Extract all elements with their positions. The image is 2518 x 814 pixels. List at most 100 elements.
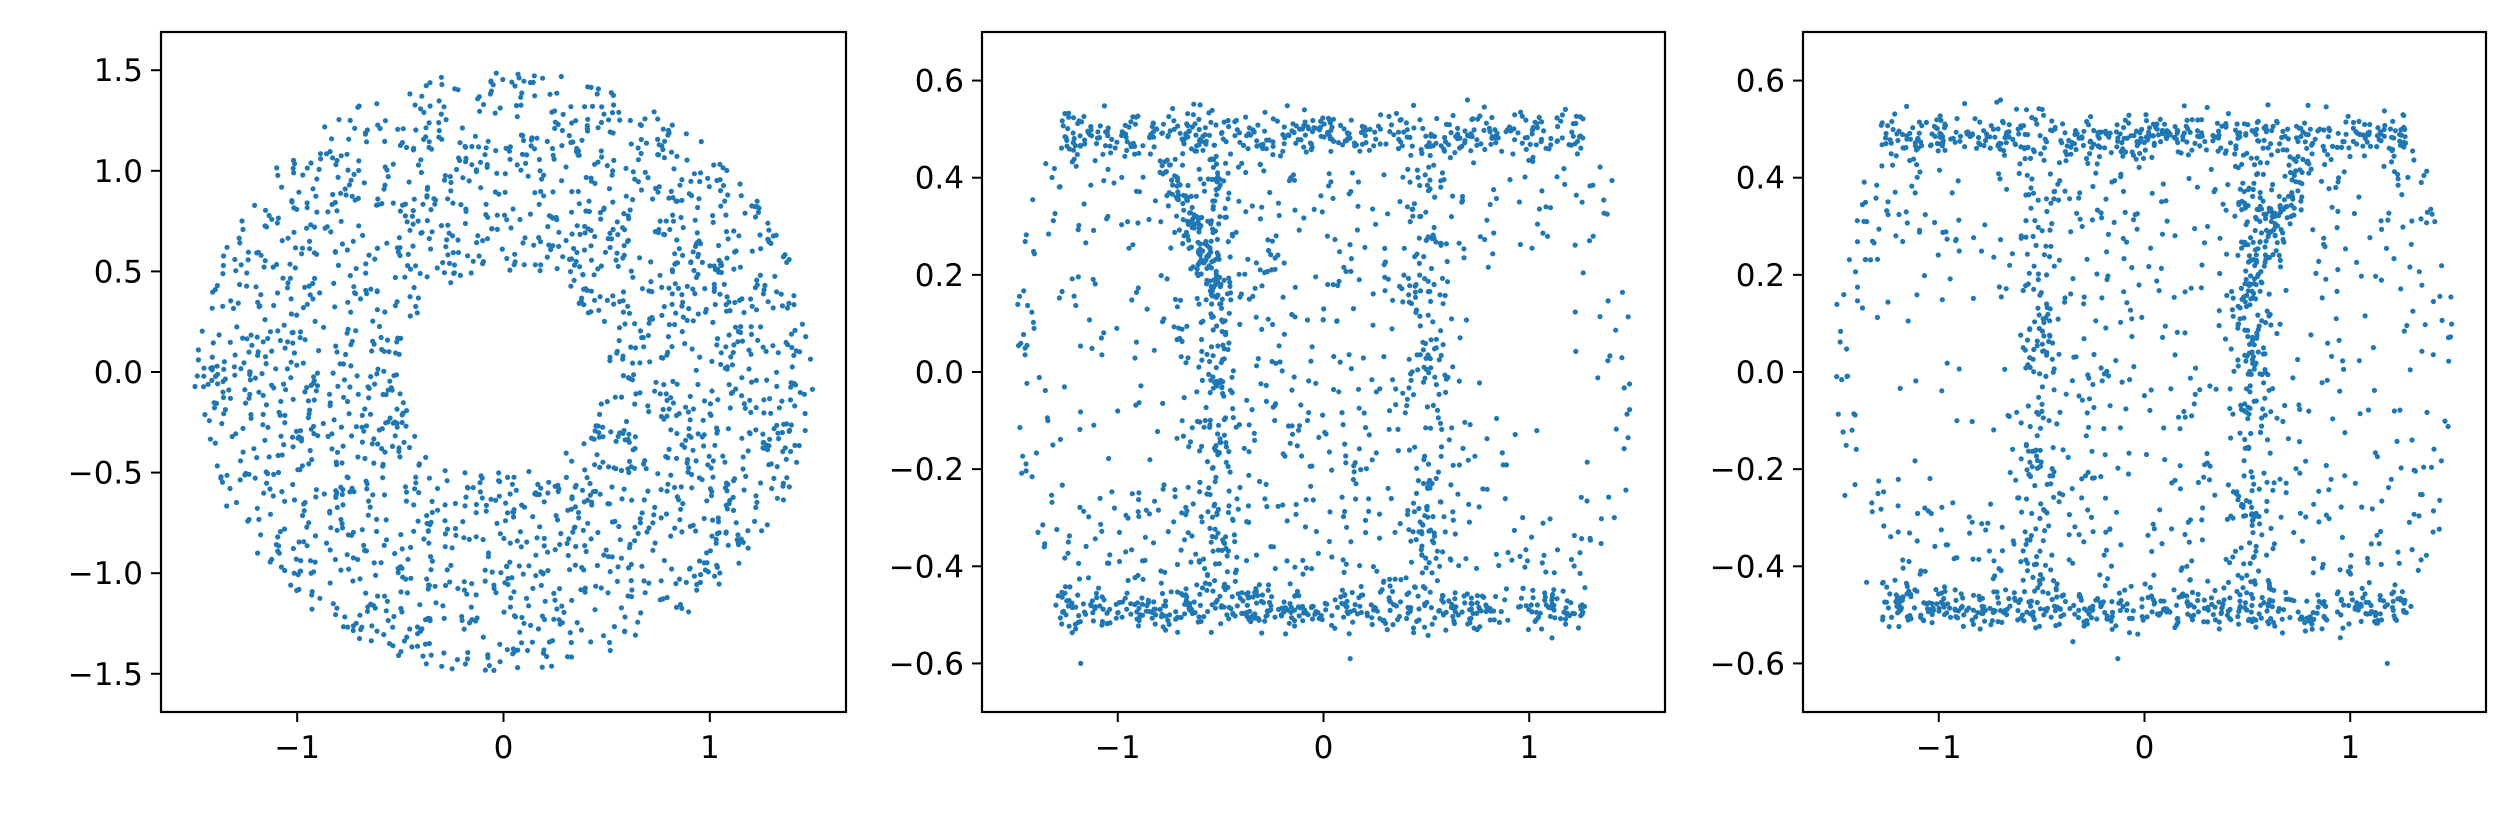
scatter-point xyxy=(1243,114,1249,120)
scatter-point xyxy=(614,250,620,256)
scatter-point xyxy=(429,558,435,564)
scatter-point xyxy=(670,195,676,201)
scatter-point xyxy=(2316,488,2322,494)
scatter-point xyxy=(1921,273,1928,279)
scatter-point xyxy=(2362,591,2368,597)
scatter-point xyxy=(2281,239,2287,245)
scatter-point xyxy=(1330,195,1336,201)
scatter-point xyxy=(1180,200,1186,207)
scatter-point xyxy=(1061,608,1067,615)
scatter-point xyxy=(2203,147,2209,153)
scatter-point xyxy=(668,395,674,401)
scatter-point xyxy=(1518,109,1524,115)
scatter-point xyxy=(2022,529,2028,535)
scatter-point xyxy=(1206,371,1212,377)
scatter-point xyxy=(1149,124,1155,130)
scatter-point xyxy=(2053,623,2059,629)
scatter-point xyxy=(2193,365,2199,371)
scatter-point xyxy=(1488,141,1494,147)
scatter-point xyxy=(2297,470,2303,476)
scatter-point xyxy=(674,237,680,243)
scatter-point xyxy=(291,497,298,503)
scatter-point xyxy=(786,484,792,490)
scatter-point xyxy=(642,169,648,175)
scatter-point xyxy=(1389,377,1396,383)
scatter-point xyxy=(2349,597,2355,603)
scatter-point xyxy=(710,458,716,464)
scatter-point xyxy=(1433,239,1439,245)
scatter-point xyxy=(1457,335,1463,341)
scatter-point xyxy=(504,564,510,570)
scatter-point xyxy=(295,435,301,441)
scatter-point xyxy=(1417,182,1423,189)
scatter-point xyxy=(1172,487,1178,493)
scatter-point xyxy=(445,196,451,202)
scatter-point xyxy=(307,558,314,564)
scatter-point xyxy=(371,436,377,442)
scatter-point xyxy=(371,560,377,566)
scatter-point xyxy=(592,462,598,468)
scatter-point xyxy=(1077,504,1083,510)
scatter-point xyxy=(732,324,739,330)
scatter-point xyxy=(2210,138,2216,144)
scatter-point xyxy=(1362,517,1369,524)
scatter-point xyxy=(1438,453,1444,459)
scatter-point xyxy=(1062,111,1068,117)
scatter-point xyxy=(1329,554,1335,560)
scatter-point xyxy=(1281,260,1287,266)
scatter-point xyxy=(1970,592,1977,598)
scatter-point xyxy=(1461,255,1467,261)
scatter-point xyxy=(1377,141,1383,147)
scatter-point xyxy=(1073,163,1079,169)
scatter-point xyxy=(1456,240,1462,246)
scatter-point xyxy=(727,497,733,503)
scatter-point xyxy=(1416,235,1422,241)
scatter-point xyxy=(1254,600,1260,606)
scatter-point xyxy=(1414,465,1420,471)
scatter-point xyxy=(1246,125,1252,131)
scatter-point xyxy=(383,537,390,543)
scatter-point xyxy=(413,474,419,480)
scatter-point xyxy=(2239,207,2245,213)
scatter-point xyxy=(628,344,634,350)
scatter-point xyxy=(2037,515,2043,522)
scatter-point xyxy=(1493,140,1499,146)
scatter-point xyxy=(1387,408,1393,414)
scatter-point xyxy=(714,336,721,342)
scatter-point xyxy=(379,201,385,207)
scatter-point xyxy=(658,354,665,361)
scatter-point xyxy=(1244,133,1250,139)
scatter-point xyxy=(753,307,760,313)
scatter-point xyxy=(1325,115,1332,121)
scatter-point xyxy=(770,343,776,349)
scatter-point xyxy=(514,114,520,120)
scatter-point xyxy=(1563,621,1569,627)
scatter-point xyxy=(1125,219,1131,225)
scatter-point xyxy=(1213,365,1219,371)
scatter-point xyxy=(1071,156,1077,162)
scatter-point xyxy=(584,475,590,481)
scatter-point xyxy=(1184,323,1190,329)
scatter-point xyxy=(2334,288,2340,294)
scatter-point xyxy=(1432,194,1438,200)
scatter-point xyxy=(1339,587,1345,593)
scatter-point xyxy=(2274,330,2280,337)
scatter-point xyxy=(271,385,277,391)
scatter-point xyxy=(1881,489,1887,495)
scatter-point xyxy=(333,488,339,494)
scatter-point xyxy=(2272,232,2278,238)
scatter-point xyxy=(1226,616,1232,622)
scatter-point xyxy=(1190,264,1196,270)
scatter-point xyxy=(716,530,722,536)
scatter-point xyxy=(1194,582,1200,588)
scatter-point xyxy=(1188,559,1194,565)
scatter-point xyxy=(1423,555,1429,561)
scatter-point xyxy=(338,153,344,159)
scatter-point xyxy=(1431,162,1437,168)
scatter-point xyxy=(1136,490,1142,496)
scatter-point xyxy=(1056,295,1062,301)
scatter-point xyxy=(1208,119,1214,125)
scatter-point xyxy=(1605,298,1611,304)
scatter-point xyxy=(1226,310,1232,316)
scatter-point xyxy=(712,442,718,448)
